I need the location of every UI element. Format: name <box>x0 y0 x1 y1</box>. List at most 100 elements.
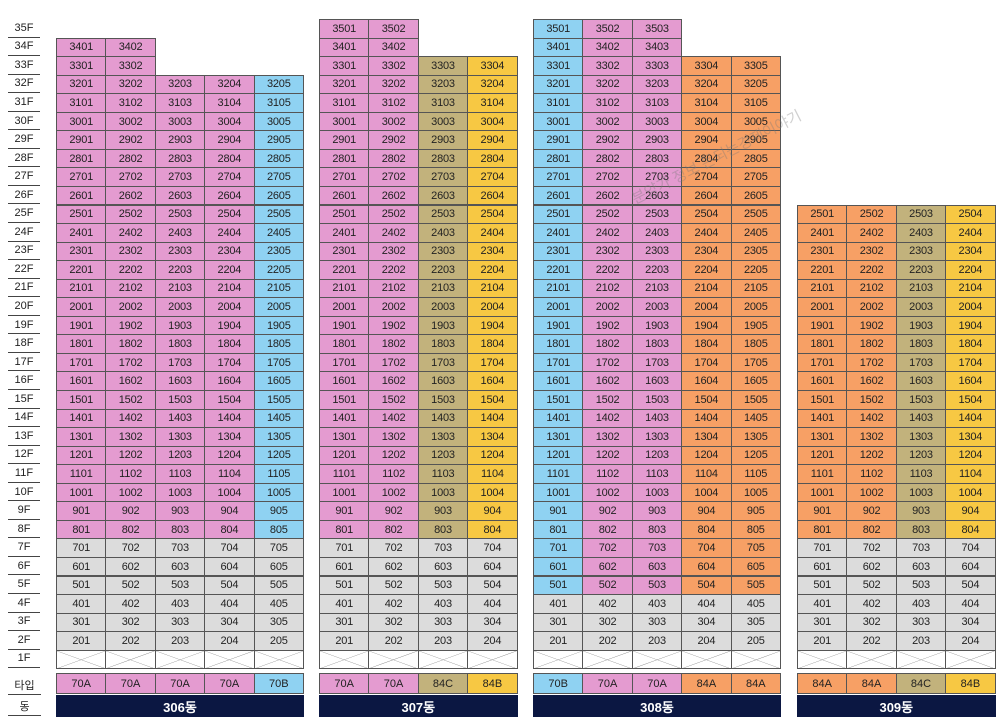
unit-cell: 604 <box>681 556 732 577</box>
unit-cell: 2704 <box>467 167 518 187</box>
unit-cell: 901 <box>56 501 107 521</box>
unit-cell: 1003 <box>154 482 206 503</box>
unit-cell: 2501 <box>56 204 107 225</box>
unit-cell: 305 <box>253 612 304 633</box>
unit-cell: 2801 <box>319 148 370 169</box>
unit-cell: 1101 <box>56 464 107 484</box>
unit-cell: 1101 <box>797 464 848 484</box>
unit-cell: 2901 <box>533 130 584 150</box>
unit-cell: 3204 <box>681 74 732 95</box>
unit-cell: 705 <box>253 538 304 558</box>
unit-cell: 2101 <box>319 278 370 299</box>
unit-cell: 1604 <box>204 371 255 391</box>
unit-cell: 3403 <box>631 37 683 58</box>
unit-cell: 701 <box>56 538 107 558</box>
floor-label: 6F <box>8 557 40 576</box>
unit-cell: 202 <box>846 631 897 651</box>
unit-cell: 2902 <box>582 130 633 150</box>
unit-cell: 3105 <box>253 93 304 113</box>
unit-cell: 1802 <box>846 334 897 354</box>
unit-cell: 1404 <box>681 408 732 429</box>
unit-cell: 3002 <box>582 111 633 132</box>
unit-cell: 2604 <box>467 185 518 206</box>
unit-cell: 804 <box>467 519 518 540</box>
unit-cell: 1003 <box>895 482 947 503</box>
unit-type-cell: 70A <box>582 673 633 694</box>
unit-cell: 2904 <box>681 130 732 150</box>
empty-floor-cell <box>154 649 206 670</box>
unit-cell: 404 <box>945 594 996 614</box>
unit-cell: 601 <box>797 556 848 577</box>
unit-cell: 905 <box>253 501 304 521</box>
unit-cell: 905 <box>730 501 781 521</box>
unit-cell: 301 <box>533 612 584 633</box>
unit-cell: 702 <box>582 538 633 558</box>
unit-cell: 1902 <box>846 315 897 336</box>
unit-cell: 2401 <box>797 223 848 243</box>
unit-cell: 2804 <box>681 148 732 169</box>
unit-cell: 2502 <box>846 204 897 225</box>
unit-cell: 1203 <box>417 445 469 466</box>
unit-cell: 1803 <box>417 334 469 354</box>
unit-cell: 3103 <box>631 93 683 113</box>
unit-cell: 1901 <box>797 315 848 336</box>
unit-cell: 1302 <box>105 427 156 447</box>
floor-label: 18F <box>8 334 40 353</box>
unit-cell: 3005 <box>730 111 781 132</box>
unit-cell: 2104 <box>204 278 255 299</box>
unit-cell: 401 <box>319 594 370 614</box>
unit-cell: 503 <box>154 575 206 596</box>
unit-cell: 2705 <box>730 167 781 187</box>
unit-cell: 904 <box>204 501 255 521</box>
unit-cell: 403 <box>154 594 206 614</box>
unit-cell: 501 <box>797 575 848 596</box>
unit-cell: 2805 <box>253 148 304 169</box>
unit-cell: 2303 <box>631 241 683 262</box>
building-name: 307동 <box>319 695 518 717</box>
unit-cell: 1102 <box>368 464 419 484</box>
unit-cell: 901 <box>797 501 848 521</box>
unit-cell: 1202 <box>582 445 633 466</box>
unit-cell: 3401 <box>56 37 107 58</box>
unit-cell: 2704 <box>681 167 732 187</box>
unit-cell: 1703 <box>154 352 206 373</box>
unit-cell: 1805 <box>730 334 781 354</box>
unit-cell: 2403 <box>417 223 469 243</box>
unit-cell: 1603 <box>154 371 206 391</box>
unit-cell: 904 <box>945 501 996 521</box>
unit-cell: 702 <box>105 538 156 558</box>
unit-cell: 1201 <box>797 445 848 466</box>
unit-type-cell: 84A <box>846 673 897 694</box>
empty-floor-cell <box>730 649 781 670</box>
unit-cell: 2804 <box>467 148 518 169</box>
unit-cell: 3005 <box>253 111 304 132</box>
unit-cell: 2102 <box>846 278 897 299</box>
unit-cell: 2404 <box>945 223 996 243</box>
unit-cell: 1702 <box>368 352 419 373</box>
unit-cell: 1902 <box>582 315 633 336</box>
unit-cell: 1005 <box>253 482 304 503</box>
unit-cell: 1804 <box>681 334 732 354</box>
unit-cell: 2005 <box>730 297 781 317</box>
unit-cell: 2704 <box>204 167 255 187</box>
unit-cell: 2001 <box>56 297 107 317</box>
unit-cell: 902 <box>846 501 897 521</box>
unit-cell: 404 <box>467 594 518 614</box>
unit-cell: 2104 <box>467 278 518 299</box>
unit-type-cell: 84A <box>730 673 781 694</box>
unit-cell: 1402 <box>582 408 633 429</box>
unit-cell: 1502 <box>368 390 419 410</box>
unit-cell: 1301 <box>797 427 848 447</box>
unit-cell: 701 <box>319 538 370 558</box>
unit-cell: 204 <box>681 631 732 651</box>
unit-cell: 2905 <box>253 130 304 150</box>
empty-floor-cell <box>417 649 469 670</box>
unit-cell: 304 <box>467 612 518 633</box>
unit-cell: 2401 <box>533 223 584 243</box>
unit-cell: 1404 <box>204 408 255 429</box>
unit-cell: 1901 <box>56 315 107 336</box>
unit-cell: 1405 <box>730 408 781 429</box>
unit-cell: 1902 <box>368 315 419 336</box>
unit-cell: 605 <box>730 556 781 577</box>
unit-cell: 2501 <box>797 204 848 225</box>
